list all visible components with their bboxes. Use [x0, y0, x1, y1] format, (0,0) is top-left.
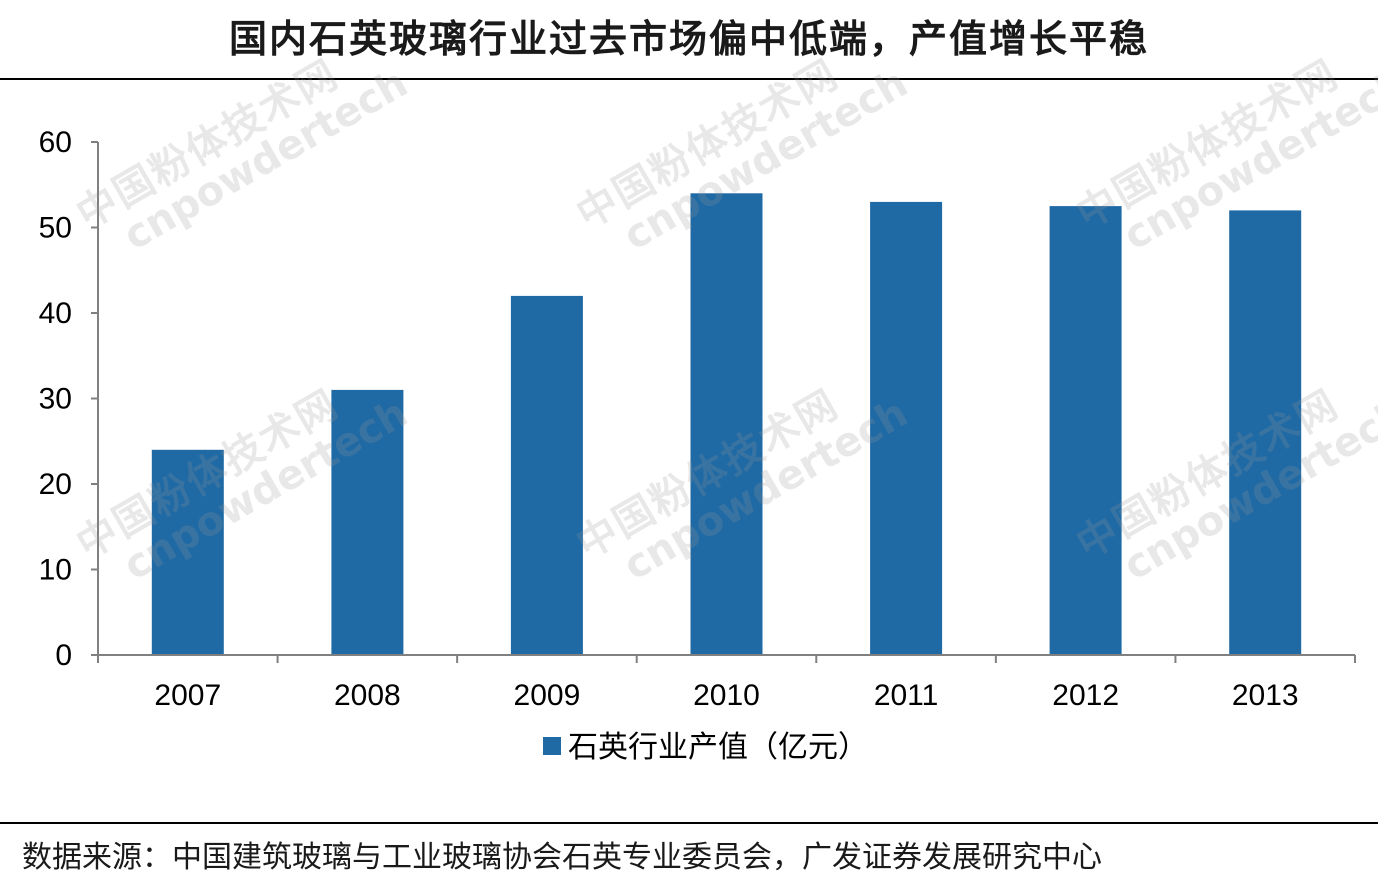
x-tick-label: 2013 [1232, 679, 1299, 712]
bars-layer [151, 193, 1302, 656]
bar-2007 [151, 449, 224, 655]
y-tick-label: 30 [39, 383, 72, 416]
y-tick-label: 50 [39, 212, 72, 245]
y-tick-label: 40 [39, 297, 72, 330]
bar-2010 [690, 193, 763, 656]
page-title: 国内石英玻璃行业过去市场偏中低端，产值增长平稳 [228, 16, 1149, 61]
x-tick-label: 2008 [334, 679, 401, 712]
data-source: 数据来源：中国建筑玻璃与工业玻璃协会石英专业委员会，广发证券发展研究中心 [22, 840, 1102, 875]
x-tick-label: 2007 [154, 679, 221, 712]
bar-2013 [1229, 210, 1302, 655]
y-tick-label: 10 [39, 554, 72, 587]
x-tick-label: 2009 [514, 679, 581, 712]
bar-2011 [870, 201, 943, 655]
bar-2009 [510, 295, 583, 655]
x-tick-label: 2011 [874, 679, 939, 712]
y-tick-label: 60 [39, 126, 72, 159]
y-tick-label: 0 [55, 639, 72, 672]
x-tick-label: 2010 [693, 679, 760, 712]
y-tick-label: 20 [39, 468, 72, 501]
source-divider [0, 822, 1378, 824]
bar-2008 [331, 389, 404, 655]
legend-swatch [543, 737, 561, 755]
title-divider [0, 78, 1378, 80]
axis-layer: 0 10 20 30 40 50 60 2007 2008 2009 2010 2011 2012 201… [39, 126, 1356, 712]
bar-2012 [1049, 206, 1122, 655]
bar-chart: 0 10 20 30 40 50 60 2007 2008 2009 2010 2011 2012 201… [39, 126, 1356, 765]
x-tick-label: 2012 [1052, 679, 1119, 712]
legend-label: 石英行业产值（亿元） [568, 730, 868, 765]
legend: 石英行业产值（亿元） [543, 730, 868, 765]
